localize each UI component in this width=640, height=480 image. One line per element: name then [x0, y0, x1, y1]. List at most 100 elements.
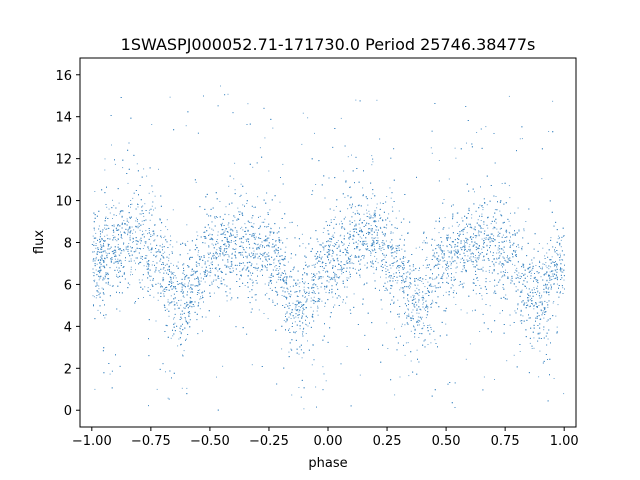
data-point — [506, 360, 508, 362]
data-point — [150, 243, 152, 245]
data-point — [535, 265, 537, 266]
data-point — [237, 207, 239, 209]
data-point — [301, 143, 303, 145]
data-point — [123, 243, 124, 245]
data-point — [363, 213, 365, 215]
data-point — [392, 232, 394, 234]
data-point — [538, 333, 540, 335]
data-point — [370, 254, 372, 256]
data-point — [236, 230, 238, 232]
data-point — [422, 327, 424, 329]
data-point — [257, 247, 259, 249]
data-point — [422, 303, 424, 305]
data-point — [379, 226, 381, 228]
data-point — [370, 230, 372, 232]
data-point — [412, 299, 414, 301]
data-point — [313, 302, 315, 304]
data-point — [289, 222, 291, 224]
data-point — [273, 262, 275, 264]
data-point — [96, 263, 98, 265]
data-point — [297, 317, 299, 319]
data-point — [245, 192, 247, 194]
data-point — [328, 253, 330, 255]
data-point — [334, 216, 336, 218]
data-point — [494, 209, 496, 211]
data-point — [431, 290, 433, 292]
data-point — [517, 275, 519, 277]
data-point — [370, 251, 371, 252]
data-point — [378, 248, 380, 249]
data-point — [455, 245, 457, 247]
data-point — [373, 272, 375, 274]
data-point — [425, 309, 426, 311]
data-point — [409, 286, 411, 288]
data-point — [439, 248, 441, 250]
data-point — [334, 304, 336, 306]
data-point — [339, 249, 341, 251]
data-point — [115, 250, 117, 252]
data-point — [438, 160, 440, 161]
data-point — [230, 299, 232, 301]
data-point — [537, 332, 539, 334]
data-point — [130, 266, 132, 268]
data-point — [432, 279, 434, 280]
data-point — [279, 268, 281, 270]
data-point — [154, 239, 156, 241]
data-point — [299, 282, 301, 284]
data-point — [495, 222, 497, 224]
data-point — [247, 255, 248, 257]
data-point — [380, 250, 382, 252]
data-point — [227, 266, 229, 268]
data-point — [168, 254, 170, 256]
data-point — [137, 206, 139, 208]
data-point — [183, 295, 184, 297]
data-point — [95, 232, 97, 234]
data-point — [242, 204, 244, 206]
data-point — [469, 244, 471, 246]
data-point — [178, 338, 180, 340]
data-point — [104, 169, 106, 171]
data-point — [427, 344, 429, 345]
data-point — [183, 296, 185, 298]
data-point — [186, 387, 188, 389]
data-point — [446, 277, 448, 279]
data-point — [552, 302, 554, 304]
data-point — [224, 284, 226, 286]
data-point — [231, 272, 233, 273]
data-point — [140, 242, 142, 244]
data-point — [111, 144, 112, 146]
data-point — [131, 226, 133, 228]
data-point — [478, 245, 480, 247]
data-point — [118, 249, 120, 250]
data-point — [96, 252, 98, 254]
data-point — [359, 374, 361, 376]
data-point — [395, 280, 397, 281]
data-point — [450, 264, 452, 266]
data-point — [394, 394, 396, 396]
data-point — [264, 218, 266, 220]
data-point — [318, 278, 320, 280]
data-point — [418, 337, 420, 338]
data-point — [145, 230, 147, 232]
data-point — [305, 323, 307, 325]
data-point — [383, 242, 385, 244]
data-point — [150, 234, 152, 236]
data-point — [546, 302, 548, 303]
data-point — [287, 261, 289, 263]
data-point — [351, 205, 353, 207]
data-point — [253, 250, 255, 252]
data-point — [425, 279, 427, 280]
data-point — [556, 326, 558, 328]
data-point — [168, 315, 170, 317]
data-point — [219, 255, 221, 257]
data-point — [101, 238, 103, 240]
data-point — [393, 273, 395, 275]
data-point — [211, 257, 212, 259]
data-point — [405, 280, 407, 282]
data-point — [302, 310, 304, 312]
data-point — [288, 328, 290, 330]
data-point — [148, 192, 150, 194]
data-point — [562, 271, 564, 273]
data-point — [483, 376, 485, 378]
